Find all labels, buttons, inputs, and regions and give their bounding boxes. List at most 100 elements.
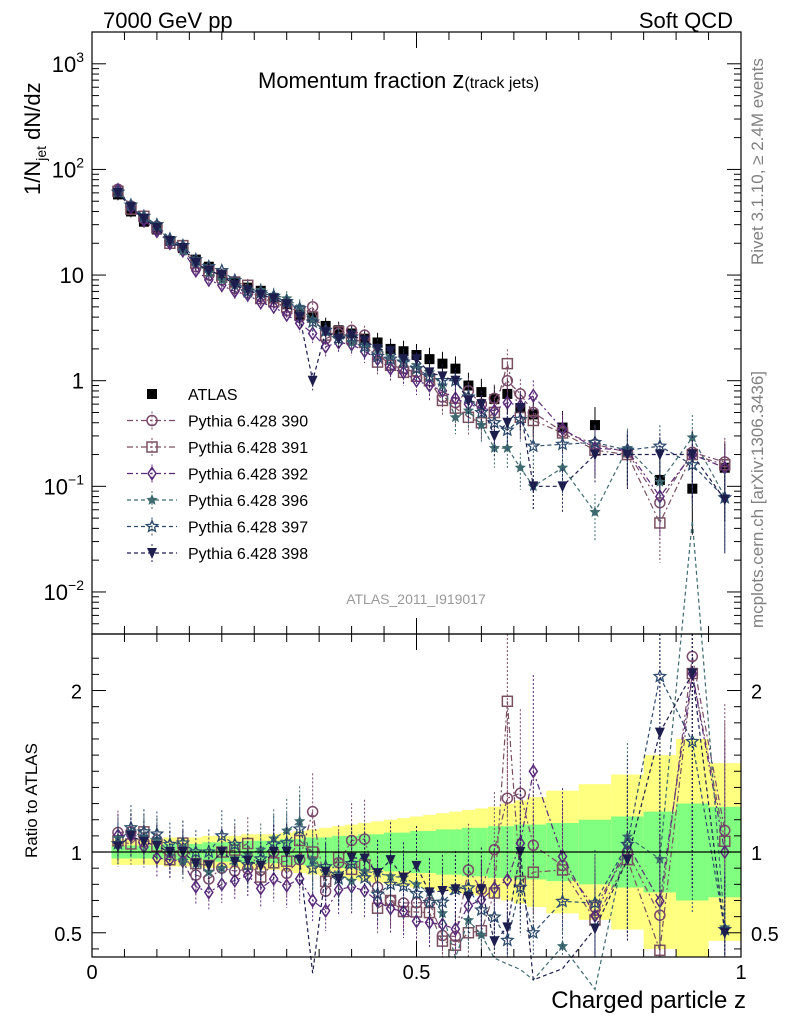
data-point <box>476 399 487 411</box>
data-point <box>500 932 515 947</box>
data-point <box>398 346 409 357</box>
data-point <box>411 860 422 872</box>
data-point <box>305 860 321 875</box>
data-point <box>528 763 539 779</box>
data-point <box>175 835 191 850</box>
data-point <box>502 922 513 934</box>
x-axis-label: Charged particle z <box>551 987 746 1014</box>
data-point <box>112 187 123 199</box>
data-point <box>590 908 600 924</box>
data-point <box>589 923 600 935</box>
data-point <box>307 326 318 341</box>
data-point <box>527 414 540 427</box>
data-point <box>345 336 358 348</box>
data-point <box>164 852 175 868</box>
data-point <box>255 295 266 310</box>
ratio-line <box>117 673 726 930</box>
data-point <box>684 457 700 471</box>
data-point <box>147 548 157 559</box>
data-point <box>525 925 541 939</box>
data-point <box>333 873 344 885</box>
data-point <box>515 403 526 415</box>
data-point <box>190 263 201 279</box>
data-point <box>229 280 240 292</box>
data-point <box>294 312 305 324</box>
data-point <box>292 821 308 836</box>
data-point <box>476 400 487 416</box>
series-line <box>117 189 726 498</box>
legend-item: Pythia 6.428 391 <box>127 438 308 457</box>
legend-item: Pythia 6.428 390 <box>127 411 308 431</box>
data-point <box>437 358 448 369</box>
data-point <box>359 883 370 899</box>
main-plot-series <box>110 182 733 563</box>
y-axis-label-upper: 1/Njet dN/dz <box>20 82 49 195</box>
data-point <box>489 430 500 442</box>
y-axis-label-main: 1/N <box>20 161 45 195</box>
data-point <box>146 494 158 505</box>
data-point <box>346 330 357 342</box>
data-point <box>622 854 633 866</box>
data-point <box>294 315 305 331</box>
y-tick-label-base: 10 <box>44 580 68 605</box>
data-point <box>435 372 450 388</box>
data-point <box>557 481 568 493</box>
data-point <box>514 461 526 473</box>
data-point <box>268 299 279 315</box>
data-point <box>385 346 396 358</box>
data-point <box>229 856 240 868</box>
y-tick-label: 10−1 <box>44 471 85 499</box>
data-point <box>149 826 165 841</box>
data-point <box>320 339 331 355</box>
data-point <box>424 367 435 379</box>
ratio-line <box>117 671 726 981</box>
main-title-variable: z <box>452 67 464 94</box>
data-point <box>164 236 175 248</box>
data-point <box>255 289 266 301</box>
x-tick-label: 0.5 <box>403 962 431 984</box>
data-point <box>320 326 331 338</box>
data-point <box>268 293 279 305</box>
data-point <box>398 872 409 884</box>
data-point <box>409 885 424 900</box>
data-point <box>411 354 422 366</box>
mcplots-label: mcplots.cern.ch [arXiv:1306.3436] <box>748 371 767 628</box>
y-tick-label-exponent: 3 <box>76 49 84 65</box>
series-line <box>117 192 726 500</box>
data-point <box>463 891 474 903</box>
legend-label: ATLAS <box>188 387 238 404</box>
data-point <box>370 348 385 363</box>
data-point <box>162 836 178 851</box>
data-point <box>306 805 319 818</box>
data-point <box>344 855 359 870</box>
legend-label: Pythia 6.428 396 <box>188 493 308 510</box>
data-point <box>281 307 292 323</box>
main-title: Momentum fraction z(track jets) <box>258 67 539 94</box>
data-point <box>372 868 383 880</box>
y-tick-label-exponent: −2 <box>68 577 84 593</box>
data-point <box>719 494 730 506</box>
data-point <box>359 335 370 347</box>
data-point <box>489 880 500 896</box>
y-tick-label: 10−2 <box>44 577 85 605</box>
legend-item: Pythia 6.428 398 <box>127 544 308 563</box>
series-6 <box>112 187 730 554</box>
legend-label: Pythia 6.428 392 <box>188 467 308 484</box>
data-point <box>242 855 253 867</box>
y-tick-label-exponent: 2 <box>76 154 84 170</box>
series-1 <box>112 183 731 543</box>
data-point <box>424 378 435 393</box>
y-axis-label-subscript: jet <box>33 146 49 162</box>
legend: ATLAS Pythia 6.428 390 Pythia 6.428 391 Pyt… <box>127 387 308 563</box>
data-point <box>385 361 396 377</box>
data-point <box>719 927 730 939</box>
data-point <box>372 337 383 348</box>
data-point <box>411 913 422 929</box>
ratio-y-tick-label-right: 0.5 <box>751 924 779 946</box>
data-point <box>719 844 730 860</box>
ratio-line <box>117 656 726 938</box>
y-axis-label-ratio: Ratio to ATLAS <box>22 743 41 858</box>
data-point <box>528 388 539 404</box>
data-point <box>242 285 253 297</box>
data-point <box>305 314 321 329</box>
